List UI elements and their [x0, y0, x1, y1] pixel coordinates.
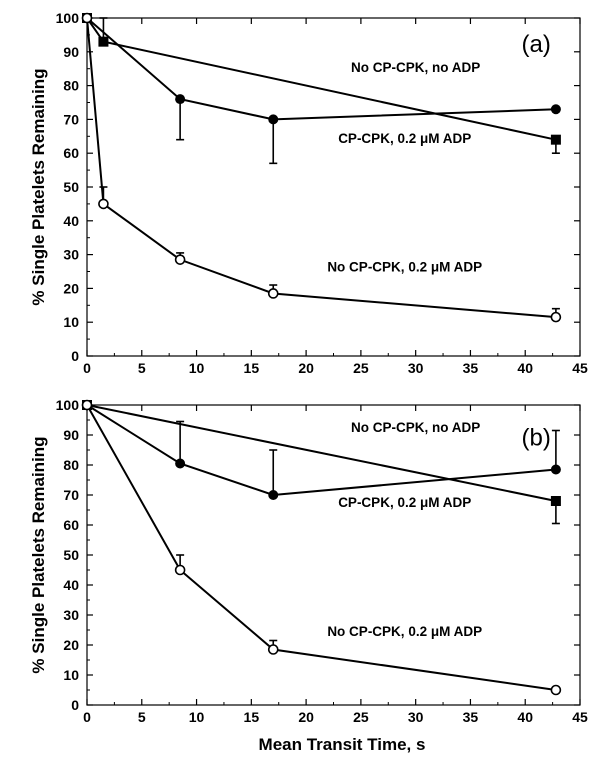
data-point — [550, 311, 562, 323]
series-annotation: No CP-CPK, no ADP — [351, 60, 480, 75]
data-point — [550, 684, 562, 696]
series-line — [86, 404, 557, 691]
y-tick-label: 80 — [63, 457, 79, 473]
x-tick-label: 35 — [463, 709, 479, 725]
x-tick-label: 5 — [138, 360, 146, 376]
panel-label: (a) — [522, 31, 551, 58]
y-tick-label: 80 — [63, 78, 79, 94]
data-point — [550, 134, 561, 145]
series-annotation: No CP-CPK, 0.2 μM ADP — [327, 260, 482, 275]
panel-label: (b) — [522, 425, 551, 452]
y-tick-label: 30 — [63, 247, 79, 263]
data-point — [268, 490, 279, 500]
x-tick-label: 0 — [83, 360, 91, 376]
y-tick-label: 100 — [56, 397, 80, 413]
x-tick-label: 15 — [244, 360, 260, 376]
x-tick-label: 10 — [189, 709, 205, 725]
series-open-circle — [81, 12, 562, 323]
y-tick-label: 50 — [63, 547, 79, 563]
y-tick-label: 10 — [63, 314, 79, 330]
y-tick-label: 40 — [63, 213, 79, 229]
y-tick-label: 70 — [63, 111, 79, 127]
series-annotation: No CP-CPK, no ADP — [351, 420, 480, 435]
y-tick-label: 90 — [63, 427, 79, 443]
data-point — [268, 114, 279, 125]
x-tick-label: 30 — [408, 360, 424, 376]
series-open-circle — [81, 399, 562, 696]
y-tick-label: 50 — [63, 179, 79, 195]
x-tick-label: 20 — [298, 709, 314, 725]
series-square — [82, 13, 561, 154]
x-tick-label: 15 — [244, 709, 260, 725]
x-tick-label: 20 — [298, 360, 314, 376]
series-line — [86, 404, 557, 502]
y-axis-title: % Single Platelets Remaining — [29, 68, 48, 305]
x-tick-label: 30 — [408, 709, 424, 725]
y-tick-label: 20 — [63, 280, 79, 296]
data-point — [174, 254, 186, 265]
data-point — [550, 464, 561, 475]
x-tick-label: 5 — [138, 709, 146, 725]
y-tick-label: 60 — [63, 517, 79, 533]
data-point — [550, 496, 561, 506]
data-point — [550, 104, 561, 115]
data-point — [98, 36, 109, 47]
series-annotation: CP-CPK, 0.2 μM ADP — [338, 495, 471, 510]
y-tick-label: 70 — [63, 487, 79, 503]
y-tick-label: 0 — [71, 348, 79, 364]
series-annotation: No CP-CPK, 0.2 μM ADP — [327, 624, 482, 639]
x-tick-label: 35 — [463, 360, 479, 376]
x-tick-label: 25 — [353, 360, 369, 376]
y-tick-label: 20 — [63, 637, 79, 653]
panel-b: 0 5 10 15 20 25 30 35 40 45 0 10 20 30 40 50 60 70 80 90 100… — [29, 397, 588, 725]
data-point — [98, 198, 109, 210]
x-tick-label: 45 — [572, 360, 588, 376]
x-tick-label: 40 — [517, 709, 533, 725]
plot-frame — [86, 404, 581, 706]
series-annotation: CP-CPK, 0.2 μM ADP — [338, 131, 471, 146]
plot-frame — [86, 17, 581, 357]
x-axis-title: Mean Transit Time, s — [259, 735, 426, 754]
series-line — [86, 17, 556, 319]
x-tick-label: 40 — [517, 360, 533, 376]
data-point — [174, 564, 186, 576]
series-line — [86, 404, 556, 497]
y-tick-label: 40 — [63, 577, 79, 593]
series-filled-circle — [82, 400, 561, 500]
series-line — [86, 17, 556, 121]
y-tick-label: 100 — [56, 10, 80, 26]
x-tick-label: 25 — [353, 709, 369, 725]
x-tick-label: 10 — [189, 360, 205, 376]
x-tick-label: 45 — [572, 709, 588, 725]
y-tick-label: 0 — [71, 697, 79, 713]
data-point — [81, 399, 93, 411]
y-tick-label: 10 — [63, 667, 79, 683]
y-axis-title: % Single Platelets Remaining — [29, 436, 48, 673]
data-point — [175, 94, 186, 105]
panel-a: 0 5 10 15 20 25 30 35 40 45 0 10 20 30 40 50 60 70 80 90 100… — [29, 10, 588, 376]
y-tick-label: 60 — [63, 145, 79, 161]
data-point — [81, 12, 93, 24]
data-point — [175, 458, 186, 469]
x-tick-label: 0 — [83, 709, 91, 725]
series-square — [82, 400, 561, 525]
y-tick-label: 30 — [63, 607, 79, 623]
y-tick-label: 90 — [63, 44, 79, 60]
data-point — [267, 644, 279, 655]
data-point — [267, 288, 279, 299]
